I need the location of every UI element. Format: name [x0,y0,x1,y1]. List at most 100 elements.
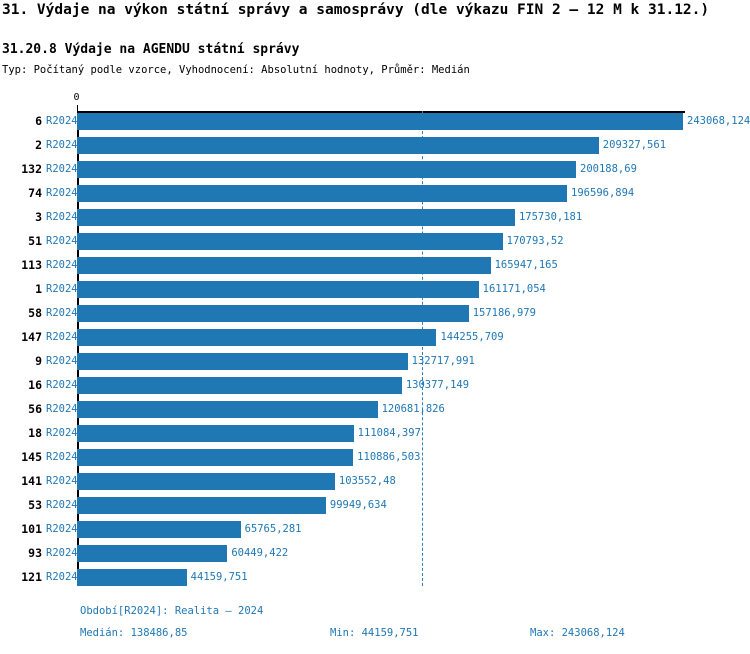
bar[interactable] [76,449,354,466]
bar-row-period-label: R2024 [46,139,78,151]
legend-period-label: Období[R2024]: Realita – 2024 [80,605,264,617]
bar-row-index: 101 [21,522,42,536]
bar-value-label: 103552,48 [338,475,396,487]
bar[interactable] [76,569,187,586]
bar-row-period-label: R2024 [46,259,78,271]
bar-row[interactable]: 121 R2024 44159,751 [0,569,750,586]
bar-row[interactable]: 18 R2024 111084,397 [0,425,750,442]
bar-row-index: 9 [35,354,42,368]
bar-row-period-label: R2024 [46,475,78,487]
bar[interactable] [76,257,491,274]
bar-row[interactable]: 51 R2024 170793,52 [0,233,750,250]
bar-row[interactable]: 113 R2024 165947,165 [0,257,750,274]
bar-value-label: 175730,181 [518,211,583,223]
bar-row[interactable]: 56 R2024 120681,826 [0,401,750,418]
bar-value-label: 111084,397 [357,427,421,439]
bar-row-index: 53 [28,498,42,512]
bar[interactable] [76,425,354,442]
axis-line-top [76,111,685,113]
bar-value-label: 144255,709 [440,331,504,343]
bar-row[interactable]: 1 R2024 161171,054 [0,281,750,298]
bar-value-label: 170793,52 [506,235,564,247]
bar-row-period-label: R2024 [46,499,78,511]
bar-row-period-label: R2024 [46,523,78,535]
bar-row-period-label: R2024 [46,451,78,463]
bar-row[interactable]: 141 R2024 103552,48 [0,473,750,490]
bar-value-label: 132717,991 [411,355,475,367]
bar-value-label: 44159,751 [190,571,248,583]
bar-row-index: 58 [28,306,42,320]
bar-row[interactable]: 132 R2024 200188,69 [0,161,750,178]
median-reference-line [422,111,424,586]
bar-value-label: 60449,422 [231,547,289,559]
bar-row-index: 16 [28,378,42,392]
bar-value-label: 157186,979 [472,307,536,319]
bar-value-label: 161171,054 [482,283,546,295]
bar[interactable] [76,473,335,490]
bar-row[interactable]: 93 R2024 60449,422 [0,545,750,562]
bar[interactable] [76,401,378,418]
bar-value-label: 196596,894 [571,187,635,199]
bar[interactable] [76,329,437,346]
bar[interactable] [76,545,228,562]
bar-value-label: 110886,503 [357,451,421,463]
bar-value-label: 130377,149 [405,379,470,391]
bar-value-label: 99949,634 [329,499,387,511]
bar-row-period-label: R2024 [46,211,78,223]
bar-row[interactable]: 53 R2024 99949,634 [0,497,750,514]
bar[interactable] [76,185,568,202]
bar-row-index: 56 [28,402,42,416]
bar-row-period-label: R2024 [46,307,78,319]
bar-value-label: 165947,165 [494,259,558,271]
stat-max: Max: 243068,124 [530,627,625,639]
stat-min: Min: 44159,751 [330,627,419,639]
bar-row[interactable]: 9 R2024 132717,991 [0,353,750,370]
axis-tick-mark-zero [76,105,78,113]
bar-row-period-label: R2024 [46,283,78,295]
bar-value-label: 243068,124 [687,115,750,127]
bar-row-period-label: R2024 [46,571,78,583]
bar-row-index: 93 [28,546,42,560]
bar-row-period-label: R2024 [46,355,78,367]
bar-row[interactable]: 58 R2024 157186,979 [0,305,750,322]
stat-median: Medián: 138486,85 [80,627,188,639]
bar[interactable] [76,377,402,394]
bar-value-label: 200188,69 [580,163,637,175]
bar-row-period-label: R2024 [46,379,78,391]
bar-row-period-label: R2024 [46,187,78,199]
bar-row[interactable]: 6 R2024 243068,124 [0,113,750,130]
bar-row-index: 121 [21,570,42,584]
bar[interactable] [76,305,469,322]
bar-row-period-label: R2024 [46,163,78,175]
bar[interactable] [76,353,408,370]
page-title: 31. Výdaje na výkon státní správy a samo… [2,2,710,18]
bar-row-index: 51 [28,234,42,248]
bar-value-label: 65765,281 [244,523,302,535]
bar-row-index: 147 [21,330,42,344]
bar-row-index: 141 [21,474,42,488]
bar-row[interactable]: 3 R2024 175730,181 [0,209,750,226]
bar[interactable] [76,233,503,250]
bar-row[interactable]: 101 R2024 65765,281 [0,521,750,538]
bar-row[interactable]: 16 R2024 130377,149 [0,377,750,394]
bar[interactable] [76,497,326,514]
bar[interactable] [76,521,241,538]
bar[interactable] [76,281,479,298]
bar-row[interactable]: 145 R2024 110886,503 [0,449,750,466]
bar-row-period-label: R2024 [46,547,78,559]
bar-row[interactable]: 74 R2024 196596,894 [0,185,750,202]
bar[interactable] [76,137,599,154]
bar-row[interactable]: 2 R2024 209327,561 [0,137,750,154]
bar-row[interactable]: 147 R2024 144255,709 [0,329,750,346]
axis-line-vertical [76,111,79,586]
bar-row-index: 132 [21,162,42,176]
bar[interactable] [76,113,683,130]
bar-row-period-label: R2024 [46,115,78,127]
bar-row-index: 145 [21,450,42,464]
bar[interactable] [76,209,515,226]
bar-row-index: 6 [35,114,42,128]
chart-meta-line: Typ: Počítaný podle vzorce, Vyhodnocení:… [2,64,470,76]
bar[interactable] [76,161,576,178]
bar-value-label: 209327,561 [602,139,667,151]
